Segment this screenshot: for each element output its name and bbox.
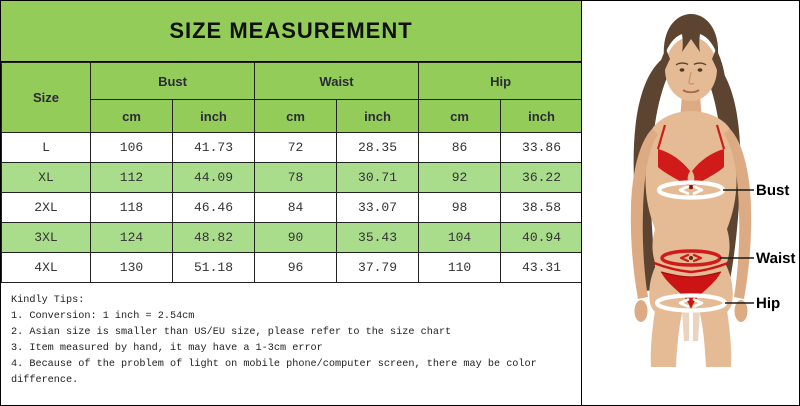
svg-text:Bust: Bust: [756, 182, 789, 199]
svg-text:Hip: Hip: [756, 295, 780, 312]
svg-text:Waist: Waist: [756, 250, 795, 267]
